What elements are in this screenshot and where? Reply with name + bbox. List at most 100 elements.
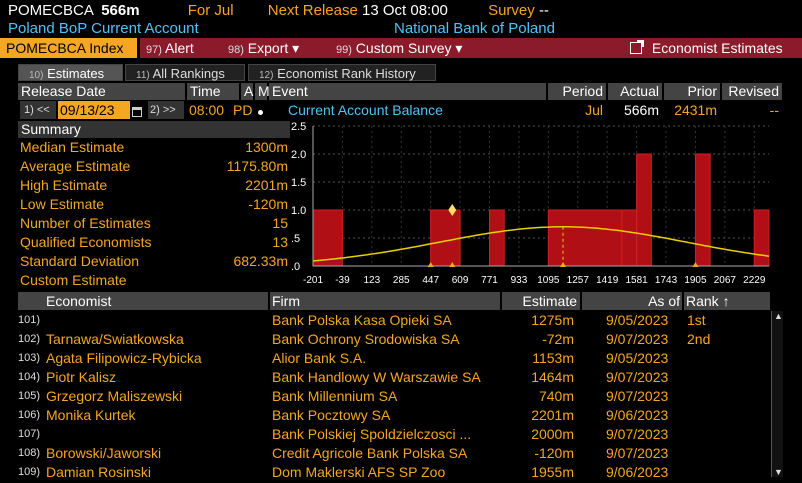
distribution-curve	[312, 226, 770, 262]
index-button[interactable]: POMECBCA Index	[0, 38, 137, 58]
as-of-date: 9/07/2023	[606, 331, 669, 347]
prev-release-button[interactable]: 1) <<	[20, 101, 56, 119]
custom-survey-button[interactable]: 99) Custom Survey ▾	[330, 38, 480, 58]
calendar-icon[interactable]	[132, 101, 144, 119]
col-estimate[interactable]: Estimate	[502, 292, 580, 310]
header-line-1: POMECBCA 566m For Jul Next Release 13 Oc…	[8, 2, 549, 19]
histogram-bar	[312, 209, 343, 267]
axis-marker	[692, 262, 699, 267]
firm-name: Bank Pocztowy SA	[272, 407, 391, 423]
economist-row[interactable]: 107) Bank Polskiej Spoldzielczosci ... 200…	[18, 425, 770, 444]
y-tick-label: 2.0	[291, 149, 306, 161]
summary-label: High Estimate	[20, 177, 108, 193]
index-label: POMECBCA Index	[6, 40, 124, 56]
x-tick-label: 609	[452, 275, 469, 286]
summary-value: 2201m	[245, 177, 288, 193]
economist-name: Piotr Kalisz	[46, 369, 117, 385]
tab-all-rankings-num: 11)	[136, 70, 150, 81]
col-rank[interactable]: Rank ↑	[684, 292, 770, 310]
header-line-2: Poland BoP Current Account National Bank…	[8, 20, 555, 37]
histogram-bar	[489, 209, 505, 267]
summary-row: High Estimate 2201m	[18, 176, 290, 195]
economist-row[interactable]: 102) Tarnawa/Swiatkowska Bank Ochrony Srod…	[18, 330, 770, 349]
release-actual: 566m	[623, 102, 659, 118]
export-label: Export ▾	[247, 40, 300, 56]
summary-label: Number of Estimates	[20, 215, 151, 231]
y-tick-label: 1.0	[291, 205, 306, 217]
custom-survey-label: Custom Survey ▾	[355, 40, 463, 56]
col-m: M	[255, 83, 270, 100]
economist-estimates-button[interactable]: Economist Estimates	[624, 38, 802, 58]
alert-label: Alert	[165, 40, 194, 56]
tab-estimates-num: 10)	[29, 70, 44, 81]
actual-marker	[448, 204, 457, 216]
economist-name: Agata Filipowicz-Rybicka	[46, 350, 202, 366]
tab-rank-history-label: Economist Rank History	[277, 66, 416, 81]
summary-rows: Median Estimate 1300m Average Estimate 1175…	[18, 138, 290, 290]
histogram-bar	[753, 209, 770, 267]
row-index: 102)	[18, 333, 41, 345]
estimate-value: 740m	[538, 388, 574, 404]
x-tick-label: 1905	[684, 275, 707, 286]
summary-value: 1300m	[245, 139, 288, 155]
estimate-value: 1153m	[532, 350, 574, 366]
tab-rank-history-num: 12)	[259, 70, 274, 81]
next-release-button[interactable]: 2) >>	[148, 101, 184, 119]
col-firm[interactable]: Firm	[270, 292, 500, 310]
estimate-value: 1955m	[531, 464, 574, 480]
release-revised: --	[769, 102, 779, 118]
header-value: 566m	[101, 2, 140, 19]
summary-label: Standard Deviation	[20, 253, 140, 269]
histogram-bar	[547, 209, 623, 267]
x-tick-label: 1095	[537, 275, 560, 286]
economist-row[interactable]: 108) Borowski/Jaworski Credit Agricole Ban…	[18, 444, 770, 463]
tab-economist-rank-history[interactable]: 12) Economist Rank History	[248, 64, 436, 81]
next-release-value: 13 Oct 08:00	[362, 2, 448, 19]
row-index: 108)	[18, 447, 41, 459]
scroll-up-icon[interactable]: ▲	[774, 311, 783, 321]
export-button[interactable]: 98) Export ▾	[222, 38, 330, 58]
rank-value: 2nd	[687, 331, 711, 347]
economist-row[interactable]: 103) Agata Filipowicz-Rybicka Alior Bank S…	[18, 349, 770, 368]
as-of-date: 9/06/2023	[606, 464, 669, 480]
col-event: Event	[269, 83, 546, 100]
alert-button[interactable]: 97) Alert	[140, 38, 240, 58]
release-date-input[interactable]: 09/13/23	[58, 101, 130, 119]
header-source: National Bank of Poland	[394, 20, 555, 37]
col-as-of[interactable]: As of	[582, 292, 682, 310]
axis-marker	[560, 262, 567, 267]
rank-value: 1st	[687, 312, 706, 328]
row-index: 103)	[18, 352, 41, 364]
col-economist[interactable]: Economist	[18, 292, 268, 310]
economist-row[interactable]: 105) Grzegorz Maliszewski Bank Millennium …	[18, 387, 770, 406]
economist-row[interactable]: 106) Monika Kurtek Bank Pocztowy SA 2201m 9/…	[18, 406, 770, 425]
as-of-date: 9/07/2023	[606, 388, 669, 404]
economist-row[interactable]: 109) Damian Rosinski Dom Maklerski AFS SP …	[18, 463, 770, 482]
firm-name: Bank Ochrony Srodowiska SA	[272, 331, 460, 347]
tab-all-rankings[interactable]: 11) All Rankings	[125, 64, 245, 81]
scroll-down-icon[interactable]: ▼	[774, 467, 783, 477]
as-of-date: 9/07/2023	[606, 445, 669, 461]
scrollbar[interactable]: ▲ ▼	[771, 311, 783, 477]
x-tick-label: 285	[393, 275, 410, 286]
estimate-value: 2000m	[531, 426, 574, 442]
y-tick-label: .0	[291, 261, 300, 273]
export-num: 98)	[228, 44, 244, 56]
survey-label: Survey	[488, 2, 535, 19]
custom-survey-num: 99)	[336, 44, 352, 56]
estimate-value: 1275m	[531, 312, 574, 328]
summary-label: Average Estimate	[20, 158, 131, 174]
col-revised: Revised	[722, 83, 782, 100]
release-event[interactable]: Current Account Balance	[288, 102, 443, 118]
tab-estimates[interactable]: 10) Estimates	[18, 64, 123, 81]
for-value: Jul	[214, 2, 234, 19]
summary-label: Qualified Economists	[20, 234, 152, 250]
histogram-bar	[621, 209, 638, 267]
economist-row[interactable]: 101) Bank Polska Kasa Opieki SA 1275m 9/05/…	[18, 311, 770, 330]
release-prior: 2431m	[674, 102, 717, 118]
economist-row[interactable]: 104) Piotr Kalisz Bank Handlowy W Warszawi…	[18, 368, 770, 387]
summary-row: Custom Estimate	[18, 271, 290, 290]
histogram-bar	[636, 153, 652, 267]
tab-estimates-label: Estimates	[47, 66, 105, 81]
x-tick-label: 123	[363, 275, 380, 286]
